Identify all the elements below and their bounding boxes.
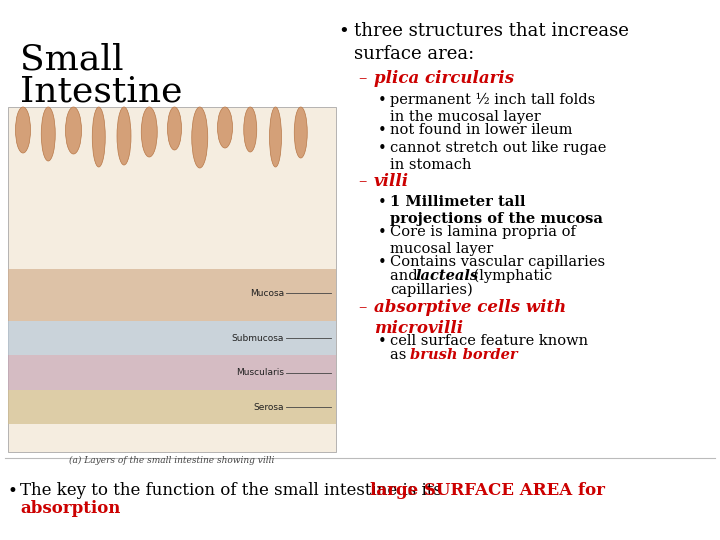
Text: permanent ½ inch tall folds
in the mucosal layer: permanent ½ inch tall folds in the mucos… xyxy=(390,93,595,125)
Text: absorptive cells with
microvilli: absorptive cells with microvilli xyxy=(374,299,566,337)
Text: as: as xyxy=(390,348,411,362)
Ellipse shape xyxy=(117,107,131,165)
Text: cell surface feature known: cell surface feature known xyxy=(390,334,588,348)
Text: cannot stretch out like rugae
in stomach: cannot stretch out like rugae in stomach xyxy=(390,141,606,172)
Bar xyxy=(8,107,336,452)
Ellipse shape xyxy=(41,107,55,161)
Ellipse shape xyxy=(16,107,30,153)
Text: absorption: absorption xyxy=(20,500,120,517)
Text: and: and xyxy=(390,269,422,283)
Text: Core is lamina propria of
mucosal layer: Core is lamina propria of mucosal layer xyxy=(390,225,576,256)
Text: •: • xyxy=(378,225,387,240)
Text: (a) Layers of the small intestine showing villi: (a) Layers of the small intestine showin… xyxy=(69,456,275,465)
Text: (lymphatic: (lymphatic xyxy=(469,269,552,284)
Bar xyxy=(8,269,336,321)
Text: brush border: brush border xyxy=(410,348,518,362)
Text: Submucosa: Submucosa xyxy=(232,334,284,343)
Text: •: • xyxy=(338,22,348,40)
Text: •: • xyxy=(378,255,387,270)
Bar xyxy=(8,390,336,424)
Ellipse shape xyxy=(294,107,307,158)
Text: capillaries): capillaries) xyxy=(390,283,473,298)
Text: plica circularis: plica circularis xyxy=(374,70,514,87)
Text: 1 Millimeter tall
projections of the mucosa: 1 Millimeter tall projections of the muc… xyxy=(390,195,603,226)
Bar xyxy=(8,321,336,355)
Text: Mucosa: Mucosa xyxy=(250,289,284,298)
Ellipse shape xyxy=(217,107,233,148)
Text: Small: Small xyxy=(20,42,124,76)
Text: Contains vascular capillaries: Contains vascular capillaries xyxy=(390,255,605,269)
Ellipse shape xyxy=(141,107,157,157)
Text: lacteals: lacteals xyxy=(416,269,479,283)
Text: –: – xyxy=(358,299,366,316)
Text: –: – xyxy=(358,173,366,190)
Ellipse shape xyxy=(92,107,105,167)
Text: –: – xyxy=(358,70,366,87)
Ellipse shape xyxy=(168,107,181,150)
Text: Muscularis: Muscularis xyxy=(236,368,284,377)
Text: Serosa: Serosa xyxy=(253,403,284,411)
Text: villi: villi xyxy=(374,173,409,190)
Bar xyxy=(8,355,336,390)
Text: Intestine: Intestine xyxy=(20,74,182,108)
Text: The key to the function of the small intestine is its: The key to the function of the small int… xyxy=(20,482,447,499)
Ellipse shape xyxy=(66,107,81,154)
Text: three structures that increase
surface area:: three structures that increase surface a… xyxy=(354,22,629,63)
Text: •: • xyxy=(378,195,387,210)
Text: •: • xyxy=(8,482,18,500)
Text: •: • xyxy=(378,334,387,349)
Text: •: • xyxy=(378,123,387,138)
Text: •: • xyxy=(378,141,387,156)
Text: •: • xyxy=(378,93,387,108)
Text: large SURFACE AREA for: large SURFACE AREA for xyxy=(370,482,605,499)
Ellipse shape xyxy=(269,107,282,167)
Ellipse shape xyxy=(244,107,257,152)
Text: not found in lower ileum: not found in lower ileum xyxy=(390,123,572,137)
Ellipse shape xyxy=(192,107,208,168)
